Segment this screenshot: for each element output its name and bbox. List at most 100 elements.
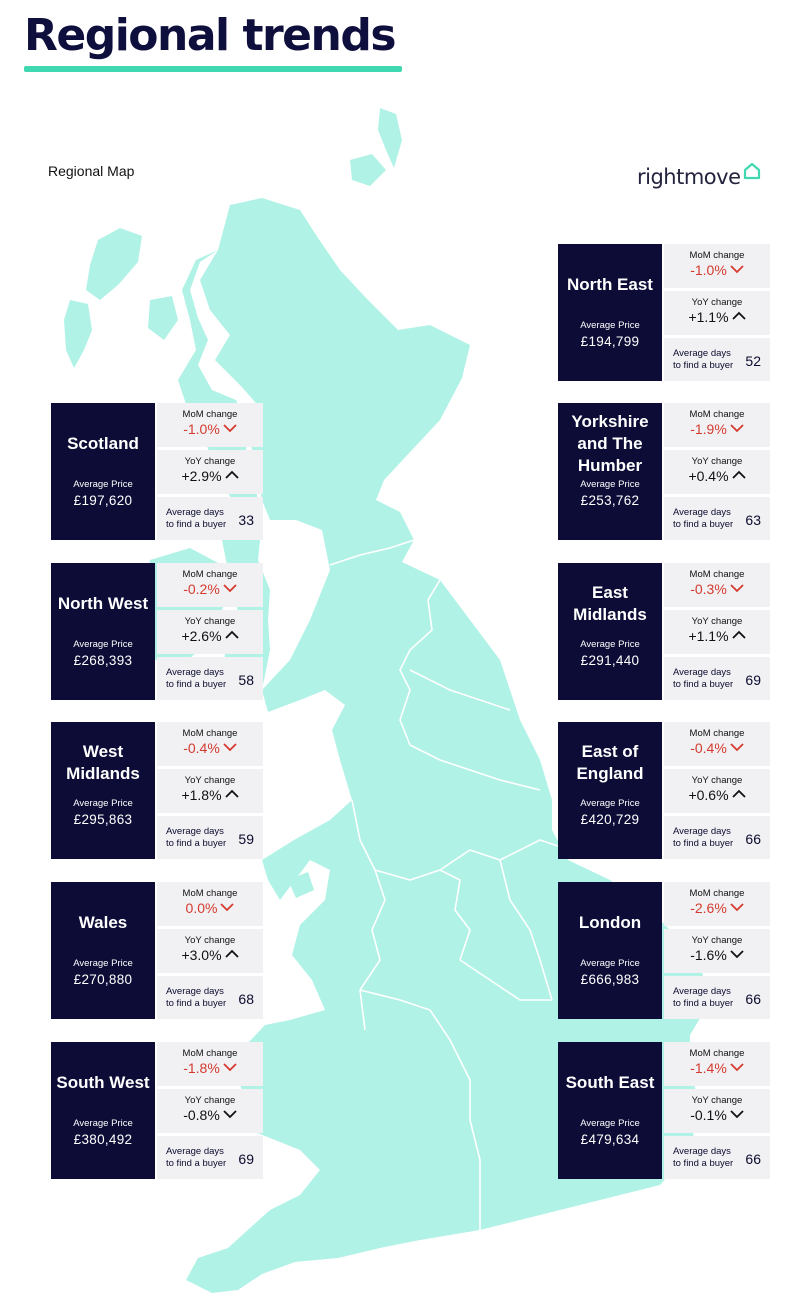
mom-change-label: MoM change: [689, 409, 745, 420]
days-value: 69: [238, 1151, 254, 1167]
days-label-line2: to find a buyer: [673, 679, 734, 690]
region-panel: Scotland Average Price £197,620: [51, 403, 155, 540]
region-panel: South West Average Price £380,492: [51, 1042, 155, 1179]
average-price-label: Average Price: [580, 639, 640, 650]
days-value: 66: [745, 831, 761, 847]
chevron-up-icon: [224, 470, 239, 479]
boundary-midlands: [409, 744, 541, 791]
region-card-east-of-england: East of England Average Price £420,729 MoM …: [558, 722, 770, 859]
yoy-change-box: YoY change -0.8%: [157, 1089, 263, 1133]
days-to-sell-box: Average days to find a buyer 58: [157, 657, 263, 700]
chevron-up-icon: [731, 311, 746, 320]
yoy-change-value: +0.6%: [688, 787, 729, 803]
title-underline: [24, 66, 402, 72]
brand-logo: rightmove: [637, 162, 761, 189]
page-title: Regional trends: [24, 10, 397, 61]
chevron-up-icon: [731, 789, 746, 798]
chevron-up-icon: [224, 789, 239, 798]
days-to-sell-box: Average days to find a buyer 69: [157, 1136, 263, 1179]
average-price-value: £666,983: [580, 972, 640, 987]
yoy-change-label: YoY change: [691, 1095, 743, 1106]
average-price-value: £380,492: [73, 1132, 133, 1147]
boundary-yorkshire: [409, 669, 511, 711]
mom-change-value: -2.6%: [690, 900, 727, 916]
days-label-line1: Average days: [673, 507, 731, 518]
great-britain-shape: [186, 198, 708, 1293]
days-label-line2: to find a buyer: [673, 1158, 734, 1169]
chevron-down-icon: [730, 265, 744, 274]
mom-change-value: -1.0%: [183, 421, 220, 437]
chevron-up-icon: [224, 630, 239, 639]
days-to-sell-box: Average days to find a buyer 59: [157, 816, 263, 859]
hebrides-south-shape: [64, 300, 92, 368]
yoy-change-value: +1.1%: [688, 628, 729, 644]
anglesey-shape: [288, 872, 314, 898]
chevron-down-icon: [223, 424, 237, 433]
mom-change-label: MoM change: [182, 409, 238, 420]
region-name: West Midlands: [66, 742, 140, 783]
days-label-line1: Average days: [673, 826, 731, 837]
days-to-sell-box: Average days to find a buyer 52: [664, 338, 770, 381]
yoy-change-label: YoY change: [691, 297, 743, 308]
yoy-change-box: YoY change -0.1%: [664, 1089, 770, 1133]
days-to-sell-box: Average days to find a buyer 33: [157, 497, 263, 540]
region-name: Yorkshire and The Humber: [571, 412, 649, 475]
chevron-down-icon: [730, 743, 744, 752]
mom-change-box: MoM change -0.4%: [664, 722, 770, 766]
yoy-change-box: YoY change +1.8%: [157, 769, 263, 813]
yoy-change-label: YoY change: [691, 456, 743, 467]
region-panel: West Midlands Average Price £295,863: [51, 722, 155, 859]
region-panel: East of England Average Price £420,729: [558, 722, 662, 859]
region-name: South West: [56, 1073, 150, 1092]
mom-change-box: MoM change -2.6%: [664, 882, 770, 926]
days-label: Average days to find a buyer: [673, 507, 733, 531]
yoy-change-value: +2.9%: [181, 468, 222, 484]
average-price-label: Average Price: [580, 1118, 640, 1129]
brand-name: rightmove: [637, 165, 741, 189]
yoy-change-value: -1.6%: [690, 947, 727, 963]
yoy-change-box: YoY change +2.6%: [157, 610, 263, 654]
chevron-down-icon: [730, 950, 744, 959]
chevron-up-icon: [224, 949, 239, 958]
average-price-label: Average Price: [73, 1118, 133, 1129]
days-value: 66: [745, 991, 761, 1007]
yoy-change-value: -0.8%: [183, 1107, 220, 1123]
yoy-change-value: +2.6%: [181, 628, 222, 644]
average-price-label: Average Price: [73, 639, 133, 650]
yoy-change-label: YoY change: [184, 616, 236, 627]
yoy-change-label: YoY change: [691, 775, 743, 786]
days-label-line1: Average days: [166, 667, 224, 678]
region-card-north-east: North East Average Price £194,799 MoM chang…: [558, 244, 770, 381]
chevron-down-icon: [730, 1063, 744, 1072]
chevron-down-icon: [223, 1063, 237, 1072]
mom-change-box: MoM change -1.8%: [157, 1042, 263, 1086]
mom-change-box: MoM change -1.0%: [157, 403, 263, 447]
days-label-line1: Average days: [166, 986, 224, 997]
region-name: North West: [57, 594, 149, 613]
boundary-wales: [351, 799, 386, 1031]
days-label: Average days to find a buyer: [673, 667, 733, 691]
mom-change-label: MoM change: [182, 728, 238, 739]
hebrides-shape: [86, 228, 142, 300]
orkney-shape: [350, 154, 386, 186]
region-card-south-west: South West Average Price £380,492 MoM chang…: [51, 1042, 263, 1179]
yoy-change-box: YoY change +0.4%: [664, 450, 770, 494]
chevron-down-icon: [223, 584, 237, 593]
mom-change-box: MoM change 0.0%: [157, 882, 263, 926]
days-label-line2: to find a buyer: [673, 838, 734, 849]
region-panel: Wales Average Price £270,880: [51, 882, 155, 1019]
days-value: 69: [745, 672, 761, 688]
house-icon: [743, 162, 760, 180]
days-label: Average days to find a buyer: [166, 986, 226, 1010]
average-price-value: £194,799: [580, 334, 640, 349]
chevron-down-icon: [220, 903, 235, 912]
mom-change-label: MoM change: [182, 888, 238, 899]
average-price-label: Average Price: [73, 479, 133, 490]
region-name: London: [578, 913, 642, 932]
average-price-value: £197,620: [73, 493, 133, 508]
isle-of-man-shape: [300, 640, 316, 668]
days-label: Average days to find a buyer: [166, 667, 226, 691]
mom-change-box: MoM change -1.0%: [664, 244, 770, 288]
days-label-line2: to find a buyer: [166, 679, 227, 690]
days-label-line1: Average days: [166, 826, 224, 837]
